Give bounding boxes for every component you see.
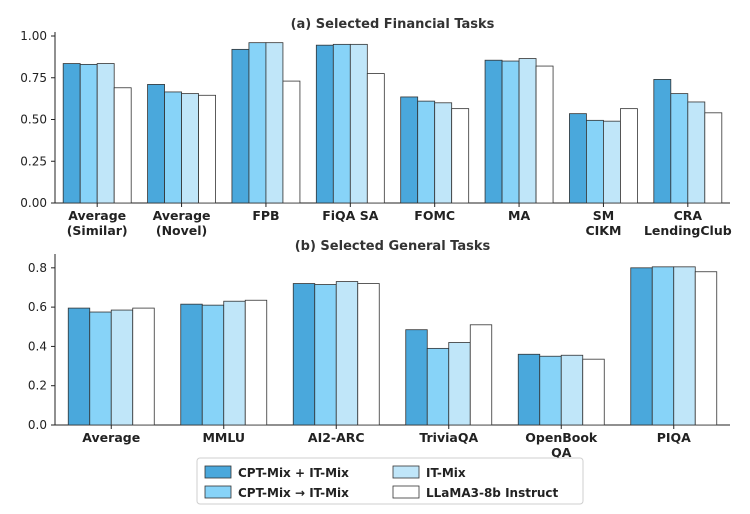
y-tick-label: 0.2 bbox=[28, 379, 47, 393]
bar bbox=[62, 63, 81, 204]
bar bbox=[265, 42, 284, 204]
x-tick-label: CRA LendingClub bbox=[644, 208, 732, 238]
bar bbox=[79, 63, 98, 204]
bar bbox=[223, 300, 246, 426]
x-tick-label: Average (Novel) bbox=[153, 208, 211, 238]
bar bbox=[539, 355, 562, 426]
bar bbox=[673, 266, 696, 426]
x-tick-label: SM CIKM bbox=[585, 208, 621, 238]
financial-tasks-panel: (a) Selected Financial Tasks 0.00 0.25 0.5… bbox=[20, 17, 731, 238]
y-tick-label: 0.50 bbox=[20, 113, 47, 127]
legend-box bbox=[196, 457, 584, 505]
bar bbox=[670, 93, 689, 204]
bar bbox=[96, 63, 115, 204]
bar bbox=[201, 304, 225, 426]
bar bbox=[620, 108, 638, 204]
bar bbox=[518, 58, 537, 204]
bar bbox=[244, 299, 268, 426]
bar bbox=[484, 59, 503, 204]
bar bbox=[569, 113, 587, 204]
legend: CPT-Mix + IT-Mix IT-Mix CPT-Mix → IT-Mix LL… bbox=[196, 457, 584, 505]
general-tasks-title: (b) Selected General Tasks bbox=[295, 239, 491, 254]
x-tick-label: FOMC bbox=[414, 208, 455, 223]
bar bbox=[332, 43, 351, 204]
bar bbox=[357, 283, 380, 426]
bar bbox=[248, 42, 267, 204]
bar bbox=[400, 96, 419, 204]
y-tick-label: 0.25 bbox=[20, 154, 47, 168]
y-tick-label: 1.00 bbox=[20, 29, 47, 43]
y-tick-label: 0.6 bbox=[28, 300, 47, 314]
bar bbox=[132, 307, 155, 426]
x-tick-label: FiQA SA bbox=[322, 208, 378, 223]
bar bbox=[517, 353, 541, 426]
y-tick-label: 0.00 bbox=[20, 196, 47, 210]
legend-swatch bbox=[392, 465, 420, 479]
bar bbox=[110, 309, 134, 426]
x-tick-label: AI2-ARC bbox=[308, 430, 365, 445]
bar bbox=[694, 271, 718, 426]
bar bbox=[417, 100, 436, 204]
legend-swatch bbox=[204, 465, 232, 479]
bar bbox=[180, 303, 203, 426]
bar bbox=[67, 307, 91, 426]
y-tick-label: 0.75 bbox=[20, 71, 47, 85]
bar bbox=[586, 119, 604, 204]
y-tick-label: 0.8 bbox=[28, 261, 47, 275]
bar bbox=[231, 48, 250, 204]
bar bbox=[560, 354, 584, 426]
legend-label: CPT-Mix + IT-Mix bbox=[238, 466, 349, 480]
x-tick-label: TriviaQA bbox=[419, 430, 478, 445]
bar bbox=[704, 112, 723, 204]
x-tick-label: Average (Similar) bbox=[67, 208, 128, 238]
legend-label: LLaMA3-8b Instruct bbox=[426, 486, 559, 500]
x-tick-label: OpenBook QA bbox=[525, 430, 598, 460]
bar bbox=[89, 311, 112, 426]
bar bbox=[405, 329, 428, 426]
financial-tasks-title: (a) Selected Financial Tasks bbox=[291, 17, 495, 32]
bar bbox=[335, 281, 359, 426]
x-tick-label: MMLU bbox=[202, 430, 245, 445]
bar bbox=[181, 93, 199, 204]
bar bbox=[314, 284, 337, 426]
bar bbox=[292, 283, 316, 426]
x-tick-label: FPB bbox=[252, 208, 279, 223]
bar bbox=[653, 79, 672, 204]
bar bbox=[164, 91, 182, 204]
bar bbox=[198, 94, 216, 204]
legend-label: IT-Mix bbox=[426, 466, 466, 480]
bar bbox=[451, 108, 470, 204]
y-tick-label: 0.4 bbox=[28, 339, 47, 353]
bar bbox=[501, 60, 520, 204]
bar bbox=[630, 267, 653, 426]
x-tick-label: MA bbox=[508, 208, 530, 223]
bar bbox=[282, 80, 301, 204]
bar bbox=[448, 342, 471, 426]
bar bbox=[469, 324, 493, 426]
x-tick-label: Average bbox=[82, 430, 140, 445]
bar bbox=[366, 73, 385, 204]
bar bbox=[315, 44, 334, 204]
bar bbox=[147, 84, 165, 204]
bar bbox=[603, 120, 621, 204]
legend-swatch bbox=[204, 485, 232, 499]
bar bbox=[426, 347, 450, 426]
bar bbox=[349, 43, 368, 204]
legend-label: CPT-Mix → IT-Mix bbox=[238, 486, 349, 500]
y-tick-label: 0.0 bbox=[28, 418, 47, 432]
general-tasks-panel: (b) Selected General Tasks 0.0 0.2 0.4 0.6 0… bbox=[28, 239, 730, 460]
x-tick-label: PIQA bbox=[657, 430, 691, 445]
bar bbox=[434, 102, 453, 204]
bar bbox=[582, 358, 605, 426]
bar bbox=[113, 87, 132, 204]
bar bbox=[535, 65, 554, 204]
legend-swatch bbox=[392, 485, 420, 499]
bar bbox=[687, 101, 706, 204]
bar bbox=[651, 266, 675, 426]
